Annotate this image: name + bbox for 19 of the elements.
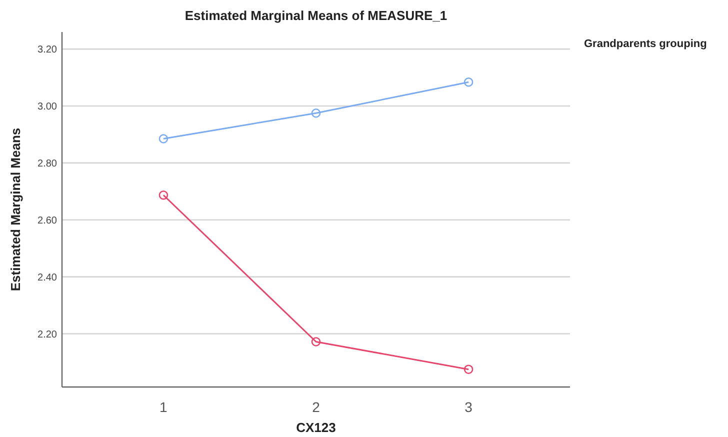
chart-title: Estimated Marginal Means of MEASURE_1	[184, 8, 448, 23]
point	[464, 364, 474, 374]
legend-title: Grandparents grouping	[584, 38, 707, 50]
point	[311, 108, 321, 118]
x-tick-label: 3	[464, 399, 473, 415]
point	[464, 77, 474, 87]
y-tick-label: 3.20	[38, 44, 58, 56]
y-axis-title: Estimated Marginal Means	[8, 128, 23, 292]
point	[158, 190, 168, 200]
x-tick-label: 1	[160, 399, 168, 415]
y-tick-label: 2.40	[38, 272, 58, 284]
y-tick-label: 2.80	[38, 158, 58, 170]
y-tick-label: 2.20	[38, 329, 58, 340]
y-tick-label: 2.60	[38, 215, 58, 226]
point	[158, 134, 168, 144]
x-axis-title: CX123	[296, 420, 336, 435]
y-tick-label: 3.00	[38, 102, 58, 113]
x-tick-label: 2	[312, 399, 320, 415]
point	[311, 337, 321, 346]
